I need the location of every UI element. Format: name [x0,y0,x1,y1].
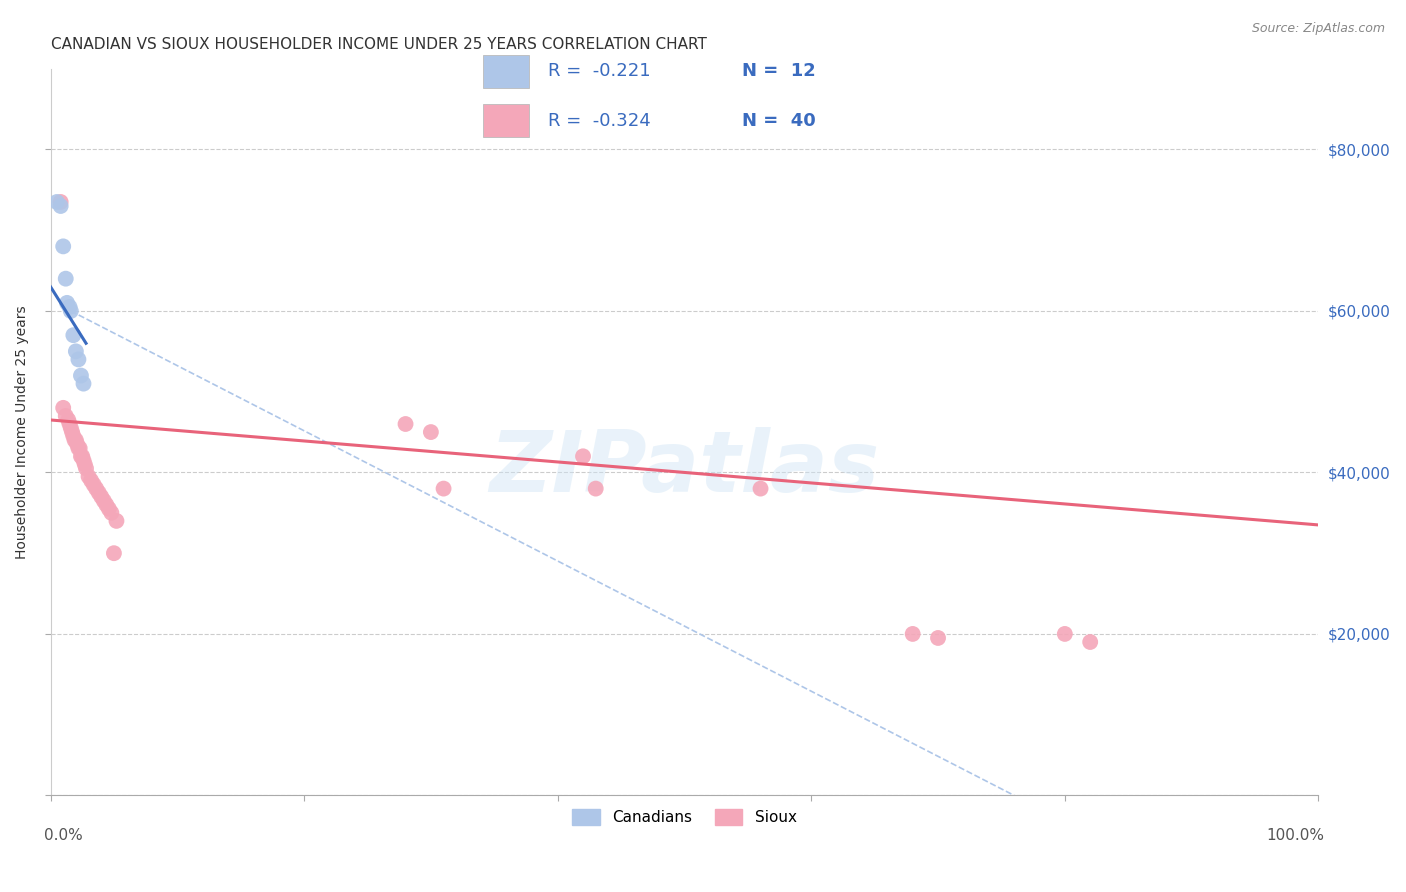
Point [66,437,89,451]
FancyBboxPatch shape [482,55,529,87]
Point [49,199,72,213]
Point [62,429,84,443]
Point [56,296,79,310]
Point [901,627,924,641]
Y-axis label: Householder Income Under 25 years: Householder Income Under 25 years [15,305,30,559]
Point [419,425,441,439]
Point [83,477,105,491]
Point [70,450,93,464]
Point [72,376,94,391]
Point [97,501,120,516]
Point [59,421,82,435]
Point [572,450,595,464]
Point [67,352,90,367]
Point [105,514,128,528]
Text: N =  12: N = 12 [742,62,815,80]
Point [73,458,96,472]
Point [55,409,77,423]
Point [45,194,67,209]
Point [62,328,84,343]
Text: CANADIAN VS SIOUX HOUSEHOLDER INCOME UNDER 25 YEARS CORRELATION CHART: CANADIAN VS SIOUX HOUSEHOLDER INCOME UND… [51,37,706,53]
Point [55,271,77,285]
Point [58,413,80,427]
Point [1078,635,1101,649]
Point [49,194,72,209]
Text: ZIPatlas: ZIPatlas [489,427,880,510]
Text: 0.0%: 0.0% [44,828,83,843]
Point [432,482,454,496]
Point [69,441,91,455]
Point [59,304,82,318]
Point [927,631,949,645]
Point [60,425,83,439]
Point [749,482,772,496]
Point [84,482,107,496]
Point [90,490,112,504]
Point [87,485,110,500]
Point [103,546,125,560]
Text: N =  40: N = 40 [742,112,815,129]
Point [58,300,80,314]
Point [75,461,97,475]
FancyBboxPatch shape [482,104,529,137]
Point [72,453,94,467]
Text: 100.0%: 100.0% [1267,828,1324,843]
Point [58,417,80,431]
Point [65,433,87,447]
Point [77,469,100,483]
Point [96,498,118,512]
Text: Source: ZipAtlas.com: Source: ZipAtlas.com [1251,22,1385,36]
Point [52,239,75,253]
Point [67,441,90,455]
Point [80,474,103,488]
Point [394,417,416,431]
Text: R =  -0.324: R = -0.324 [548,112,651,129]
Point [70,368,93,383]
Point [70,450,93,464]
Point [100,506,122,520]
Point [52,401,75,415]
Legend: Canadians, Sioux: Canadians, Sioux [567,803,803,831]
Point [93,493,115,508]
Text: R =  -0.221: R = -0.221 [548,62,651,80]
Point [585,482,607,496]
Point [65,344,87,359]
Point [63,433,86,447]
Point [1053,627,1076,641]
